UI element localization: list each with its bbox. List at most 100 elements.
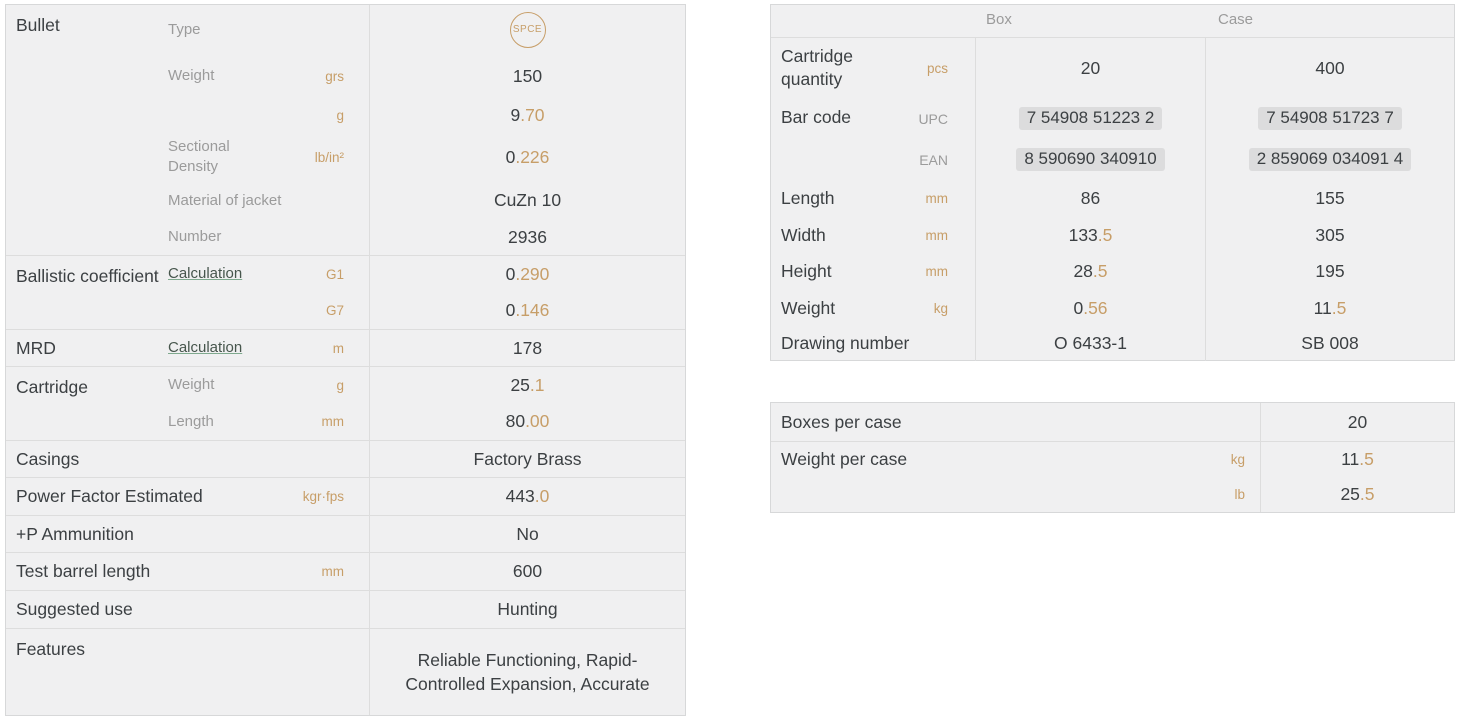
value-text: 150 — [512, 65, 543, 86]
box-height: 28.5 — [976, 253, 1205, 290]
ballistics-spec-table: Bullet Type Weight grs g Sectional Densit… — [5, 4, 686, 716]
bullet-type-badge: SPCE — [509, 11, 546, 48]
row-label-casings: Casings — [16, 448, 80, 469]
value-accent: .56 — [1083, 297, 1108, 318]
section-ballistic-coefficient: Ballistic coefficient Calculation G1 G7 0… — [6, 255, 685, 329]
row-height: Height mm 28.5 195 — [771, 253, 1454, 290]
value-text: 86 — [1080, 188, 1101, 208]
value-number: 2936 — [370, 219, 685, 255]
unit-m: m — [332, 340, 344, 356]
case-cartridge-quantity: 400 — [1206, 38, 1454, 98]
section-power-factor: Power Factor Estimated kgr·fps 443.0 — [6, 477, 685, 515]
value-suggested-use: Hunting — [370, 591, 685, 628]
value-accent: .5 — [1359, 484, 1375, 505]
unit-pcs: pcs — [926, 60, 948, 76]
section-label-cartridge: Cartridge — [16, 377, 88, 397]
value-text: 305 — [1315, 224, 1345, 245]
row-label-cartridge-quantity: Cartridge quantity — [781, 46, 853, 89]
unit-lb-in2: lb/in² — [314, 149, 344, 165]
case-upc: 7 54908 51723 7 — [1206, 98, 1454, 139]
unit-grs: grs — [325, 68, 344, 84]
value-text: 400 — [1315, 57, 1345, 78]
section-p-ammunition: +P Ammunition No — [6, 515, 685, 552]
row-label-drawing-number: Drawing number — [781, 333, 910, 353]
value-accent: .0 — [534, 486, 550, 506]
value-test-barrel-length: 600 — [370, 553, 685, 590]
sublabel-sectional-density: Sectional Density — [168, 138, 230, 175]
cartridge-labels: Cartridge Weight g Length mm — [6, 367, 370, 440]
sublabel-cartridge-weight: Weight — [168, 376, 215, 394]
row-weight-per-case: Weight per case kg lb 11.5 25.5 — [771, 441, 1454, 512]
unit-mm-box-width: mm — [925, 227, 949, 243]
unit-kgrfps: kgr·fps — [302, 489, 344, 504]
value-boxes-per-case: 20 — [1261, 403, 1454, 441]
row-label-features: Features — [16, 639, 86, 659]
value-text: 195 — [1315, 261, 1345, 281]
unit-upc: UPC — [918, 110, 948, 127]
value-text: 20 — [1347, 411, 1368, 432]
value-text: 133 — [1068, 224, 1098, 245]
value-text: 178 — [512, 337, 543, 358]
value-casings: Factory Brass — [370, 441, 685, 477]
section-cartridge: Cartridge Weight g Length mm 25.1 80.00 — [6, 366, 685, 440]
row-boxes-per-case: Boxes per case 20 — [771, 403, 1454, 441]
value-cartridge-weight: 25.1 — [370, 367, 685, 404]
section-label-ballistic-coefficient: Ballistic coefficient — [16, 266, 159, 286]
row-label-height: Height — [781, 261, 832, 281]
unit-mm-2: mm — [321, 564, 345, 579]
value-accent: .5 — [1092, 261, 1108, 281]
bc-labels: Ballistic coefficient Calculation G1 G7 — [6, 256, 370, 329]
unit-g2: g — [336, 377, 344, 393]
bullet-labels: Bullet Type Weight grs g Sectional Densit… — [6, 5, 370, 255]
case-summary-table: Boxes per case 20 Weight per case kg lb … — [770, 402, 1455, 513]
bullet-values: SPCE 150 9.70 0.226 CuZn 10 2936 — [370, 5, 685, 255]
link-slot: Calculation — [168, 264, 284, 284]
unit-g: g — [336, 107, 345, 123]
row-cartridge-quantity: Cartridge quantity pcs 20 400 — [771, 38, 1454, 98]
value-text: 0 — [1073, 297, 1084, 318]
value-text: 0 — [505, 146, 516, 167]
sublabel-material-of-jacket: Material of jacket — [168, 191, 282, 209]
sublabel-cartridge-length: Length — [168, 412, 214, 430]
mrd-labels: MRD Calculation m — [6, 330, 370, 366]
row-label-weight: Weight — [781, 297, 836, 318]
value-accent: .226 — [515, 146, 550, 167]
value-text: SB 008 — [1301, 333, 1359, 353]
value-text: Hunting — [497, 599, 558, 619]
value-text: 443 — [505, 486, 535, 506]
link-slot: Calculation — [168, 338, 287, 358]
value-accent: .5 — [1331, 297, 1347, 318]
unit-ean: EAN — [919, 151, 948, 168]
value-weight-per-case-kg: 11.5 — [1261, 442, 1454, 478]
row-label-boxes-per-case: Boxes per case — [781, 411, 902, 432]
unit-lb-case: lb — [1234, 487, 1245, 503]
calculation-link-bc[interactable]: Calculation — [168, 265, 243, 283]
section-test-barrel-length: Test barrel length mm 600 — [6, 552, 685, 590]
value-text: 11 — [1313, 297, 1332, 318]
calculation-link-mrd[interactable]: Calculation — [168, 339, 243, 356]
row-label-weight-per-case: Weight per case — [781, 449, 908, 469]
row-label-suggested-use: Suggested use — [16, 599, 133, 619]
case-ean: 2 859069 034091 4 — [1206, 139, 1454, 180]
value-accent: .00 — [525, 411, 550, 432]
value-text: Reliable Functioning, Rapid-Controlled E… — [405, 650, 650, 694]
value-text: 25 — [1340, 484, 1360, 505]
ean-code-chip: 2 859069 034091 4 — [1248, 148, 1412, 171]
section-label-mrd: MRD — [16, 337, 56, 358]
value-power-factor: 443.0 — [370, 478, 685, 515]
upc-code-chip: 7 54908 51723 7 — [1258, 107, 1402, 130]
value-g1: 0.290 — [370, 256, 685, 293]
value-text: 9 — [510, 104, 521, 125]
row-label-p-ammunition: +P Ammunition — [16, 523, 134, 544]
packaging-header: Box Case — [771, 5, 1454, 38]
bullet-sublabels: Type Weight grs g Sectional Density lb/in²… — [168, 5, 369, 255]
row-label-width: Width — [781, 224, 826, 245]
value-text: 11 — [1341, 449, 1360, 470]
value-features: Reliable Functioning, Rapid-Controlled E… — [370, 629, 685, 715]
box-length: 86 — [976, 180, 1205, 217]
row-label-bar-code: Bar code — [781, 107, 852, 127]
value-text: 28 — [1073, 261, 1093, 281]
section-features: Features Reliable Functioning, Rapid-Con… — [6, 628, 685, 715]
unit-mm-box-length: mm — [925, 191, 949, 206]
value-accent: .5 — [1097, 224, 1113, 245]
